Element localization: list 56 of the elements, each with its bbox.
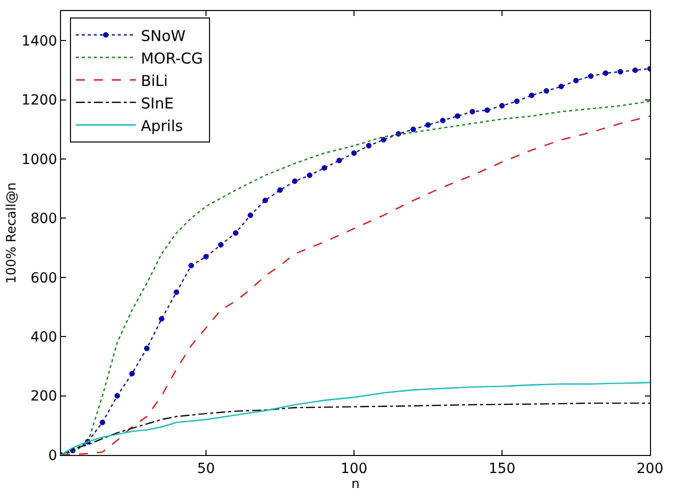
- point: [410, 126, 416, 132]
- point: [528, 92, 534, 98]
- point: [602, 70, 608, 76]
- x-tick-label: 50: [197, 460, 215, 477]
- point: [114, 393, 120, 399]
- legend-label: BiLi: [140, 72, 168, 90]
- y-tick-label: 200: [30, 388, 58, 405]
- legend-label: SInE: [140, 94, 174, 112]
- point: [618, 68, 624, 74]
- point: [100, 420, 106, 426]
- point: [380, 137, 386, 143]
- y-tick-label: 1400: [22, 34, 58, 50]
- point: [262, 198, 268, 204]
- point: [322, 165, 328, 171]
- point: [144, 346, 150, 352]
- point: [292, 178, 298, 184]
- point: [336, 158, 342, 164]
- point: [232, 230, 238, 236]
- y-tick-label: 600: [30, 270, 58, 286]
- point: [470, 108, 476, 114]
- x-tick-label: 150: [488, 460, 516, 477]
- line-series: [61, 382, 650, 455]
- y-axis-title: 100% Recall@n: [4, 182, 20, 284]
- point: [514, 98, 520, 104]
- point: [454, 113, 460, 119]
- legend-label: Aprils: [140, 116, 184, 135]
- point: [277, 187, 283, 193]
- x-axis-title: n: [351, 476, 360, 492]
- point: [306, 172, 312, 178]
- point: [218, 242, 224, 248]
- x-tick-label: 100: [340, 460, 368, 477]
- point: [248, 212, 254, 218]
- y-tick-label: 400: [30, 330, 58, 346]
- y-tick-label: 800: [30, 211, 58, 228]
- y-tick-label: 1000: [22, 152, 58, 168]
- point: [558, 84, 564, 90]
- point: [174, 289, 180, 295]
- point: [588, 73, 594, 79]
- y-tick-label: 1200: [22, 92, 58, 109]
- point: [425, 122, 431, 128]
- point: [499, 102, 505, 108]
- point: [632, 67, 638, 73]
- legend-label: MOR-CG: [140, 49, 203, 68]
- point: [351, 150, 357, 156]
- point: [158, 316, 164, 322]
- point: [544, 88, 550, 94]
- y-tick-label: 0: [48, 448, 58, 464]
- x-tick-label: 200: [636, 460, 664, 477]
- point: [366, 142, 372, 148]
- point: [188, 262, 194, 268]
- point: [484, 107, 490, 113]
- point: [440, 118, 446, 124]
- legend-label: SNoW: [140, 26, 186, 45]
- point: [129, 370, 135, 376]
- point: [573, 78, 579, 84]
- point: [203, 254, 209, 260]
